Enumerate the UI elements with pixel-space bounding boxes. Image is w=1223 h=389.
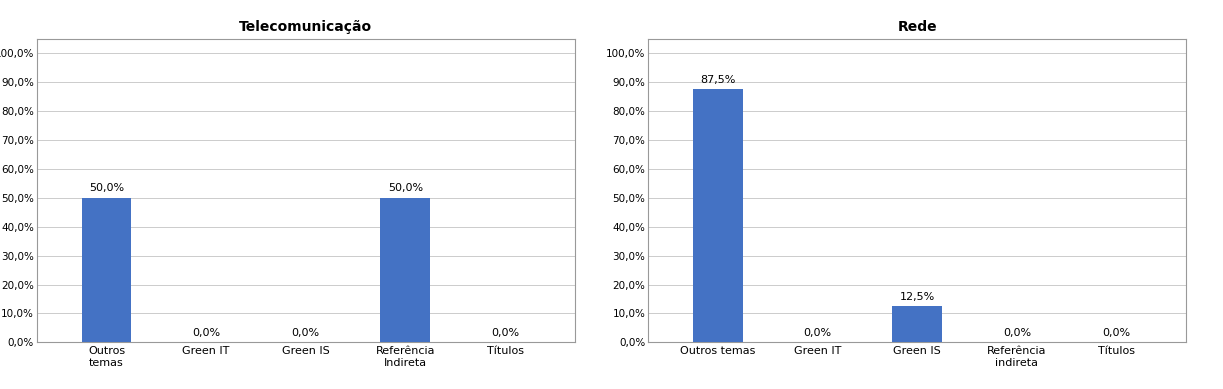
Title: Rede: Rede	[898, 19, 937, 33]
Text: 0,0%: 0,0%	[292, 328, 319, 338]
Title: Telecomunicação: Telecomunicação	[240, 19, 372, 33]
Text: 87,5%: 87,5%	[701, 75, 735, 85]
Text: 50,0%: 50,0%	[388, 184, 423, 193]
Text: 0,0%: 0,0%	[804, 328, 832, 338]
Bar	[380, 198, 430, 342]
Bar	[82, 198, 131, 342]
Text: 0,0%: 0,0%	[490, 328, 519, 338]
Text: 0,0%: 0,0%	[192, 328, 220, 338]
Text: 12,5%: 12,5%	[900, 292, 934, 302]
Bar	[693, 89, 742, 342]
Text: 50,0%: 50,0%	[89, 184, 124, 193]
Text: 0,0%: 0,0%	[1102, 328, 1130, 338]
Bar	[893, 306, 942, 342]
Text: 0,0%: 0,0%	[1003, 328, 1031, 338]
